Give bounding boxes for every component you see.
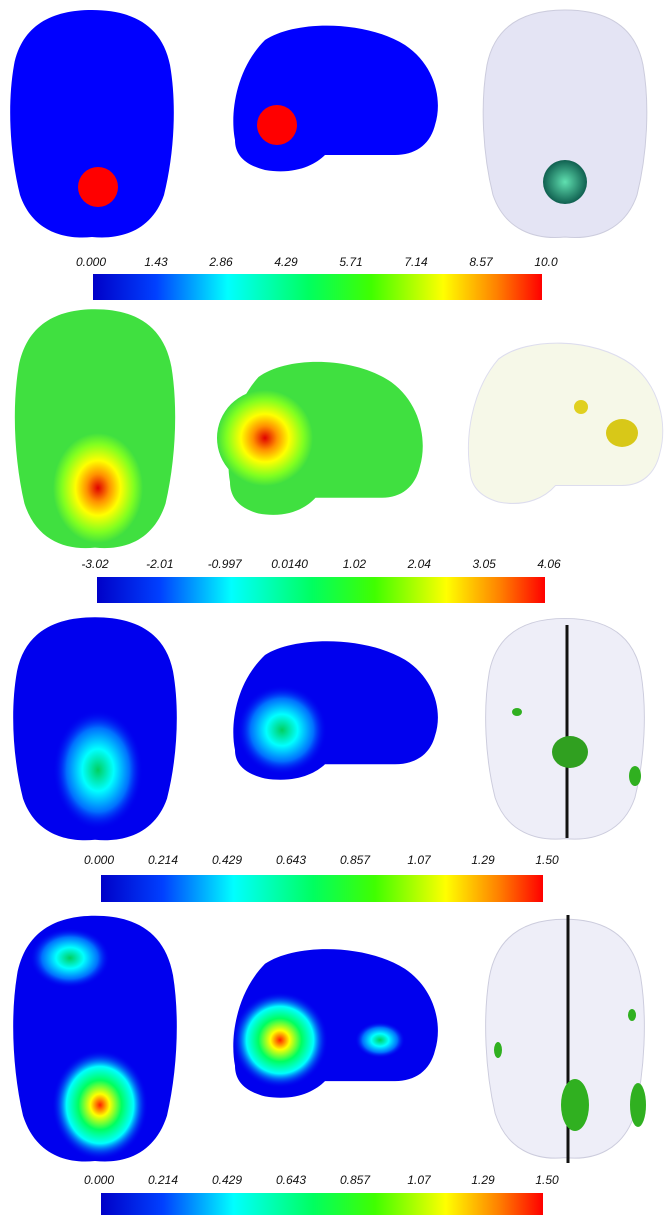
brain-side	[233, 641, 438, 779]
colorbar-tick-label: 0.857	[340, 853, 371, 867]
brain-shape	[574, 400, 588, 414]
colorbar-tick-label: 8.57	[469, 255, 494, 269]
colorbar-tick-label: -2.01	[146, 557, 173, 571]
colorbar-tick-label: 2.86	[208, 255, 233, 269]
brain-shape	[486, 618, 645, 839]
colorbar-tick-label: 0.214	[148, 853, 178, 867]
figure: 0.000 1.43 2.86 4.29 5.71 7.14 8.57 10.0 -3.02 -2…	[0, 0, 670, 1215]
brain-shape	[512, 708, 522, 716]
colorbar-tick-label: 0.214	[148, 1173, 178, 1187]
brain-shape	[53, 710, 143, 830]
colorbar	[101, 1193, 543, 1215]
brain-shape	[628, 1009, 636, 1021]
brain-shape	[78, 167, 118, 207]
colorbar-tick-label: 1.02	[343, 557, 367, 571]
brain-side	[233, 26, 438, 172]
colorbar-tick-label: 4.06	[537, 557, 561, 571]
brain-top	[15, 309, 175, 548]
colorbar-tick-label: -0.997	[208, 557, 243, 571]
brain-shape	[606, 419, 638, 447]
brain-side	[232, 949, 438, 1098]
brain-shape	[257, 105, 297, 145]
brain-3d	[486, 915, 646, 1163]
brain-shape	[237, 685, 327, 775]
colorbar	[97, 577, 545, 603]
colorbar-tick-label: 1.07	[407, 1173, 432, 1187]
colorbar-tick-label: 1.07	[407, 853, 432, 867]
colorbar-tick-label: 0.643	[276, 1173, 306, 1187]
colorbar-tick-label: 0.000	[84, 853, 114, 867]
colorbar-tick-label: 0.429	[212, 1173, 242, 1187]
brain-3d	[468, 343, 662, 503]
brain-top	[10, 10, 174, 238]
brain-shape	[217, 390, 313, 486]
colorbar-tick-label: 1.29	[471, 1173, 495, 1187]
colorbar-tick-label: 5.71	[339, 255, 362, 269]
brain-shape	[494, 1042, 502, 1058]
colorbar-tick-label: 4.29	[274, 255, 298, 269]
colorbar	[101, 875, 543, 902]
colorbar-tick-label: 1.29	[471, 853, 495, 867]
colorbar-tick-label: 3.05	[472, 557, 496, 571]
colorbar-tick-label: 0.643	[276, 853, 306, 867]
colorbar-tick-label: 10.0	[534, 255, 558, 269]
colorbar-tick-label: 1.43	[144, 255, 168, 269]
colorbar-tick-label: 2.04	[407, 557, 432, 571]
colorbar-tick-label: 0.429	[212, 853, 242, 867]
brain-shape	[543, 160, 587, 204]
brain-3d	[483, 10, 647, 238]
brain-3d	[486, 618, 645, 839]
brain-shape	[630, 1083, 646, 1127]
colorbar-tick-label: 0.000	[76, 255, 106, 269]
brain-shape	[233, 26, 438, 172]
brain-top	[13, 617, 177, 840]
colorbar-tick-label: 1.50	[535, 1173, 559, 1187]
brain-shape	[552, 736, 588, 768]
brain-shape	[629, 766, 641, 786]
colorbar-tick-label: -3.02	[81, 557, 109, 571]
colorbar-tick-label: 7.14	[404, 255, 428, 269]
brain-shape	[561, 1079, 589, 1131]
brain-shape	[468, 343, 662, 503]
brain-shape	[53, 433, 143, 543]
colorbar-tick-label: 0.000	[84, 1173, 114, 1187]
colorbar-tick-label: 0.857	[340, 1173, 371, 1187]
colorbar-tick-label: 0.0140	[271, 557, 308, 571]
colorbar	[93, 274, 542, 300]
brain-shape	[355, 1022, 405, 1058]
brain-side	[217, 362, 423, 515]
brain-shape	[232, 992, 328, 1088]
colorbar-tick-label: 1.50	[535, 853, 559, 867]
brain-shape	[30, 928, 110, 988]
brain-top	[13, 916, 177, 1162]
brain-shape	[52, 1050, 148, 1160]
